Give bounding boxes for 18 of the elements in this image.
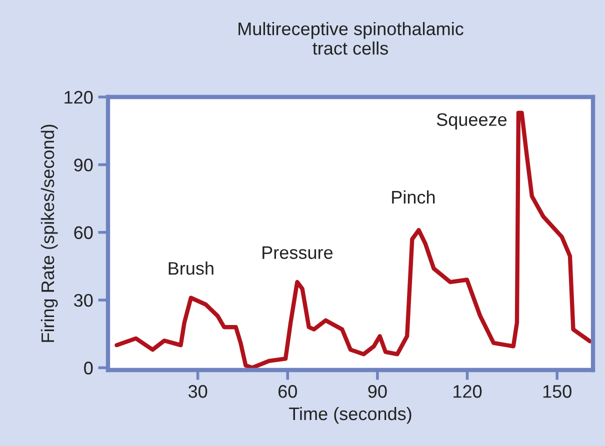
x-tick-label: 60 [278, 385, 297, 398]
chart-title: Multireceptive spinothalamic tract cells [238, 22, 464, 55]
x-tick-label: 120 [454, 385, 482, 398]
annotation: Pressure [262, 246, 333, 259]
annotation: Pinch [392, 190, 435, 204]
x-tick-label: 150 [543, 385, 572, 398]
y-tick-label: 90 [74, 158, 93, 172]
y-tick-label: 30 [74, 294, 93, 307]
x-tick-label: 90 [368, 385, 387, 398]
line-series [114, 110, 592, 370]
y-tick-label: 120 [64, 90, 93, 104]
annotation: Brush [168, 262, 214, 275]
y-tick-label: 0 [84, 362, 93, 374]
y-tick-label: 60 [74, 226, 93, 240]
annotation: Squeeze [436, 113, 507, 130]
y-axis-title: Firing Rate (spikes/second) [40, 124, 58, 342]
x-axis-title: Time (seconds) [289, 406, 412, 424]
x-tick-label: 30 [188, 385, 208, 398]
